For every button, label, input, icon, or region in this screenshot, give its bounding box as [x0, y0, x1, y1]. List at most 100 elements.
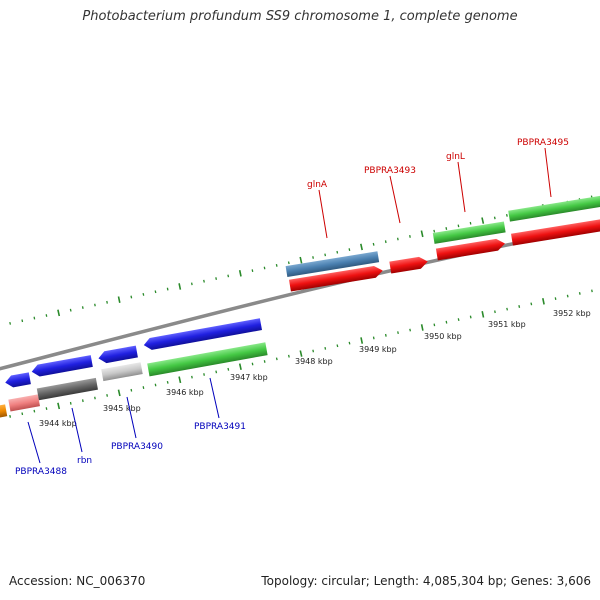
feature-green-PBPRA3495[interactable] — [508, 195, 600, 222]
gene-label-PBPRA3490[interactable]: PBPRA3490 — [111, 442, 163, 452]
feature-blue-2[interactable] — [31, 355, 93, 378]
outer-tick-major — [420, 230, 424, 238]
forward-strand-features — [285, 195, 600, 292]
outer-tick-minor — [251, 269, 254, 273]
outer-tick-minor — [469, 221, 472, 225]
feature-red-4[interactable] — [511, 218, 600, 246]
feature-light-gray[interactable] — [101, 362, 143, 382]
feature-red-3[interactable] — [435, 238, 506, 261]
inner-tick-minor — [287, 354, 290, 358]
inner-tick-minor — [494, 310, 496, 314]
inner-tick-major — [360, 337, 364, 344]
feature-pink[interactable] — [8, 394, 40, 412]
inner-tick-minor — [130, 388, 133, 392]
inner-tick-minor — [45, 407, 48, 410]
inner-tick-minor — [9, 414, 12, 418]
inner-tick-major — [420, 324, 424, 331]
feature-steel[interactable] — [285, 251, 380, 277]
feature-green-PBPRA3491[interactable] — [147, 342, 268, 377]
inner-tick-minor — [506, 307, 509, 311]
feature-dark-gray[interactable] — [36, 377, 98, 401]
forward-gene-labels: glnA PBPRA3493 glnL PBPRA3495 — [307, 138, 569, 239]
inner-tick-major — [238, 363, 242, 370]
outer-tick-major — [360, 243, 363, 251]
inner-tick-minor — [372, 336, 375, 340]
inner-tick-minor — [106, 394, 109, 397]
kbp-label: 3947 kbp — [230, 373, 268, 382]
inner-tick-minor — [81, 399, 84, 403]
feature-green-glnL[interactable] — [432, 221, 506, 244]
accession-text: Accession: NC_006370 — [9, 574, 146, 588]
outer-tick-minor — [336, 250, 339, 254]
outer-tick-minor — [396, 237, 399, 241]
gene-label-PBPRA3493[interactable]: PBPRA3493 — [364, 166, 416, 176]
inner-tick-minor — [191, 375, 193, 379]
outer-tick-major — [178, 283, 182, 290]
kbp-label: 3951 kbp — [488, 320, 526, 329]
inner-tick-minor — [94, 396, 96, 400]
inner-tick-minor — [348, 341, 351, 345]
outer-tick-minor — [130, 295, 133, 299]
outer-tick-minor — [106, 300, 108, 304]
kbp-label: 3945 kbp — [103, 404, 141, 413]
outer-tick-minor — [433, 229, 436, 233]
outer-tick-minor — [348, 248, 351, 252]
feature-blue-4[interactable] — [143, 318, 263, 351]
gene-label-glnA[interactable]: glnA — [307, 180, 328, 190]
inner-tick-minor — [518, 305, 521, 308]
inner-tick-minor — [263, 360, 266, 363]
gene-label-PBPRA3495[interactable]: PBPRA3495 — [517, 138, 569, 148]
outer-tick-minor — [312, 256, 314, 259]
outer-tick-minor — [190, 282, 193, 286]
outer-tick-minor — [493, 216, 496, 220]
outer-tick-major — [57, 309, 61, 317]
inner-tick-minor — [384, 333, 387, 337]
kbp-label: 3950 kbp — [424, 332, 462, 341]
gene-label-PBPRA3491[interactable]: PBPRA3491 — [194, 422, 246, 432]
feature-blue-3[interactable] — [97, 345, 138, 365]
inner-tick-minor — [251, 362, 254, 366]
outer-tick-minor — [263, 266, 266, 270]
outer-tick-minor — [287, 261, 290, 265]
inner-tick-major — [299, 350, 303, 357]
outer-tick-minor — [142, 292, 145, 296]
inner-tick-minor — [312, 349, 315, 353]
outer-tick-major — [481, 217, 485, 224]
outer-tick-minor — [9, 321, 12, 325]
inner-tick-major — [57, 402, 61, 410]
inner-tick-major — [178, 376, 182, 384]
inner-tick-minor — [578, 292, 581, 295]
inner-tick-minor — [433, 323, 436, 327]
gene-label-glnL[interactable]: glnL — [446, 152, 465, 162]
inner-tick-minor — [33, 409, 36, 413]
outer-tick-minor — [505, 213, 508, 217]
inner-tick-major — [117, 389, 121, 397]
outer-tick-minor — [409, 234, 411, 238]
inner-tick-minor — [324, 346, 327, 350]
genome-summary-text: Topology: circular; Length: 4,085,304 bp… — [261, 574, 591, 588]
outer-tick-major — [299, 256, 303, 264]
feature-red-1[interactable] — [289, 265, 384, 292]
inner-tick-minor — [275, 357, 278, 361]
gene-label-rbn[interactable]: rbn — [77, 456, 92, 466]
gene-label-PBPRA3488[interactable]: PBPRA3488 — [15, 467, 67, 477]
inner-tick-minor — [409, 328, 412, 332]
kbp-label: 3946 kbp — [166, 388, 204, 397]
outer-tick-minor — [227, 274, 230, 278]
outer-tick-major — [117, 296, 121, 303]
inner-tick-minor — [566, 294, 569, 298]
feature-orange[interactable] — [0, 404, 8, 418]
feature-red-2[interactable] — [389, 256, 428, 274]
feature-blue-1[interactable] — [4, 372, 31, 388]
outer-tick-minor — [81, 306, 84, 309]
outer-tick-minor — [372, 242, 375, 246]
kbp-label: 3948 kbp — [295, 357, 333, 366]
outer-tick-minor — [69, 308, 72, 312]
inner-tick-minor — [166, 380, 169, 384]
map-title: Photobacterium profundum SS9 chromosome … — [82, 9, 518, 24]
kbp-label: 3952 kbp — [553, 309, 591, 318]
outer-tick-minor — [203, 279, 205, 283]
inner-tick-minor — [469, 315, 472, 319]
outer-tick-minor — [94, 303, 96, 307]
